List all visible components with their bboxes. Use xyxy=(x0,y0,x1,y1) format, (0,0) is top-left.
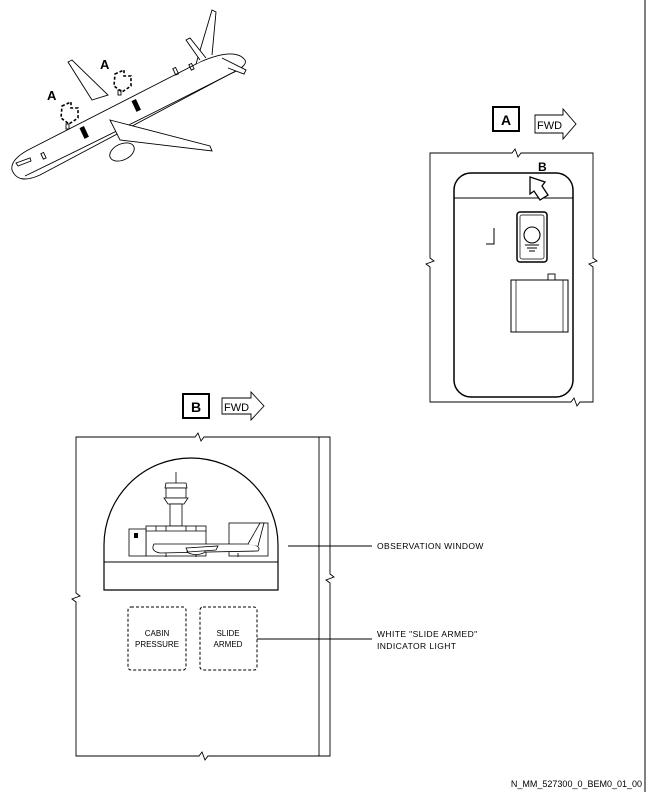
aircraft-tail-fin xyxy=(195,9,217,65)
slide-armed-indicator-light xyxy=(199,606,258,671)
callout-light-line1: WHITE "SLIDE ARMED" xyxy=(377,629,478,639)
detail-b-fwd-arrow xyxy=(221,390,265,422)
detail-b-ref-box xyxy=(182,393,210,419)
window-scene xyxy=(128,472,269,557)
zone-a-marker-fwd xyxy=(60,100,79,125)
callout-light-line2: INDICATOR LIGHT xyxy=(377,641,456,651)
door-hook xyxy=(486,228,495,245)
detail-a-fwd-arrow xyxy=(534,107,577,141)
aircraft-fuselage xyxy=(11,53,246,180)
callout-observation-window: OBSERVATION WINDOW xyxy=(377,541,484,551)
view-b-arrow xyxy=(529,176,549,201)
detail-b: B FWD xyxy=(71,390,484,761)
cabin-pressure-label-line2: PRESSURE xyxy=(135,640,179,649)
zone-a-label-rear: A xyxy=(100,57,110,72)
aircraft-wing-near xyxy=(109,119,213,152)
detail-a-frame xyxy=(425,148,598,407)
detail-a-fwd-label: FWD xyxy=(537,120,562,132)
observation-window xyxy=(103,457,279,591)
detail-b-frame xyxy=(71,432,335,761)
zone-a-markers: A A xyxy=(47,57,132,125)
aircraft-wing-far xyxy=(67,59,109,101)
aircraft-overview xyxy=(11,9,247,180)
detail-b-fwd-label: FWD xyxy=(224,402,249,414)
door-window-glass xyxy=(523,226,541,244)
cabin-pressure-panel xyxy=(127,606,187,671)
zone-a-label-fwd: A xyxy=(47,88,57,103)
door-slide-bustle xyxy=(510,279,569,333)
slide-armed-label-line1: SLIDE xyxy=(216,629,239,638)
cabin-pressure-label-line1: CABIN xyxy=(145,629,170,638)
detail-a-ref-box xyxy=(492,106,520,132)
detail-a: A FWD B xyxy=(425,106,598,407)
detail-a-ref-letter: A xyxy=(501,112,511,128)
zone-a-marker-rear xyxy=(113,68,132,93)
view-b-label: B xyxy=(538,160,547,174)
aircraft-engine xyxy=(109,142,135,162)
figure-id: N_MM_527300_0_BEM0_01_00 xyxy=(511,779,642,789)
detail-b-ref-letter: B xyxy=(191,399,201,415)
slide-armed-label-line2: ARMED xyxy=(214,640,243,649)
